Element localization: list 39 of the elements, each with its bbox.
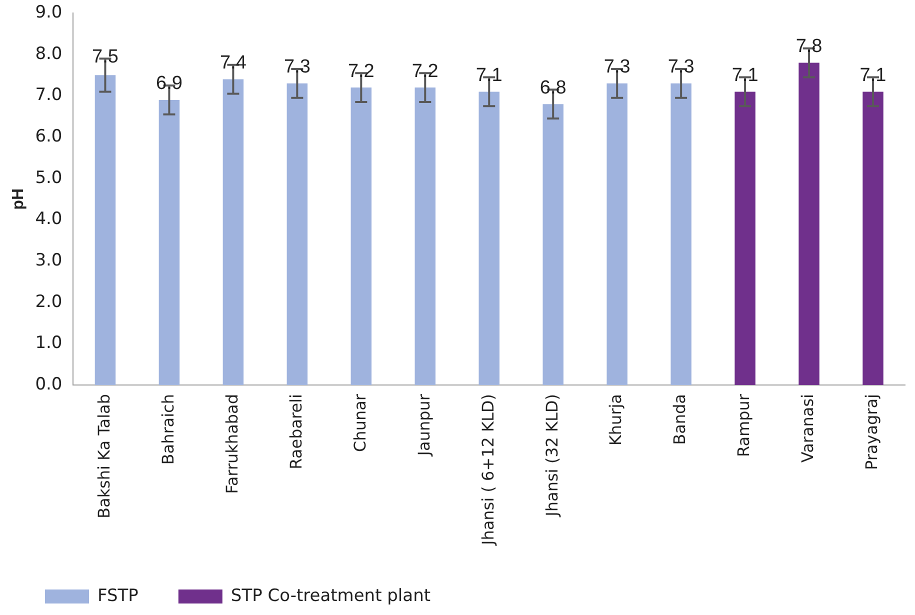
data-label: 7.1 (860, 64, 886, 86)
x-tick-label: Farrukhabad (222, 394, 242, 494)
x-tick-label: Jhansi (32 KLD) (542, 394, 562, 518)
y-tick-label: 7.0 (35, 85, 62, 106)
data-label: 6.9 (156, 73, 182, 94)
data-label: 7.3 (668, 56, 694, 78)
data-label: 7.4 (220, 52, 247, 74)
x-tick-label: Varanasi (798, 394, 818, 463)
y-tick-label: 3.0 (35, 250, 62, 270)
data-label: 7.1 (476, 64, 502, 86)
data-label: 7.5 (92, 46, 118, 68)
x-tick-label: Rampur (734, 394, 754, 458)
x-tick-label: Jaunpur (414, 394, 434, 457)
y-tick-label: 1.0 (35, 333, 62, 354)
x-tick-label: Bahraich (158, 394, 178, 465)
data-label: 7.2 (412, 60, 438, 82)
x-tick-label: Chunar (350, 394, 370, 452)
legend-label: STP Co-treatment plant (230, 586, 431, 606)
y-tick-label: 2.0 (35, 292, 62, 312)
x-tick-label: Prayagraj (862, 394, 882, 470)
data-label: 7.1 (732, 64, 758, 86)
y-tick-label: 0.0 (35, 374, 62, 394)
data-label: 7.3 (284, 56, 310, 78)
y-tick-label: 6.0 (35, 126, 62, 147)
data-label: 7.8 (796, 36, 822, 58)
y-axis-title: pH (10, 188, 28, 210)
legend-label: FSTP (98, 586, 138, 606)
x-tick-label: Bakshi Ka Talab (94, 394, 114, 518)
data-label: 7.3 (604, 56, 630, 78)
x-tick-label: Raebareli (286, 394, 306, 470)
y-tick-label: 5.0 (35, 168, 62, 188)
data-label: 6.8 (540, 77, 566, 98)
data-label: 7.2 (348, 60, 374, 82)
x-tick-label: Jhansi ( 6+12 KLD) (478, 394, 498, 546)
y-tick-label: 8.0 (35, 44, 62, 64)
y-tick-label: 4.0 (35, 209, 62, 230)
x-tick-label: Banda (670, 394, 690, 445)
x-tick-label: Khurja (606, 394, 626, 446)
y-tick-label: 9.0 (35, 2, 62, 23)
